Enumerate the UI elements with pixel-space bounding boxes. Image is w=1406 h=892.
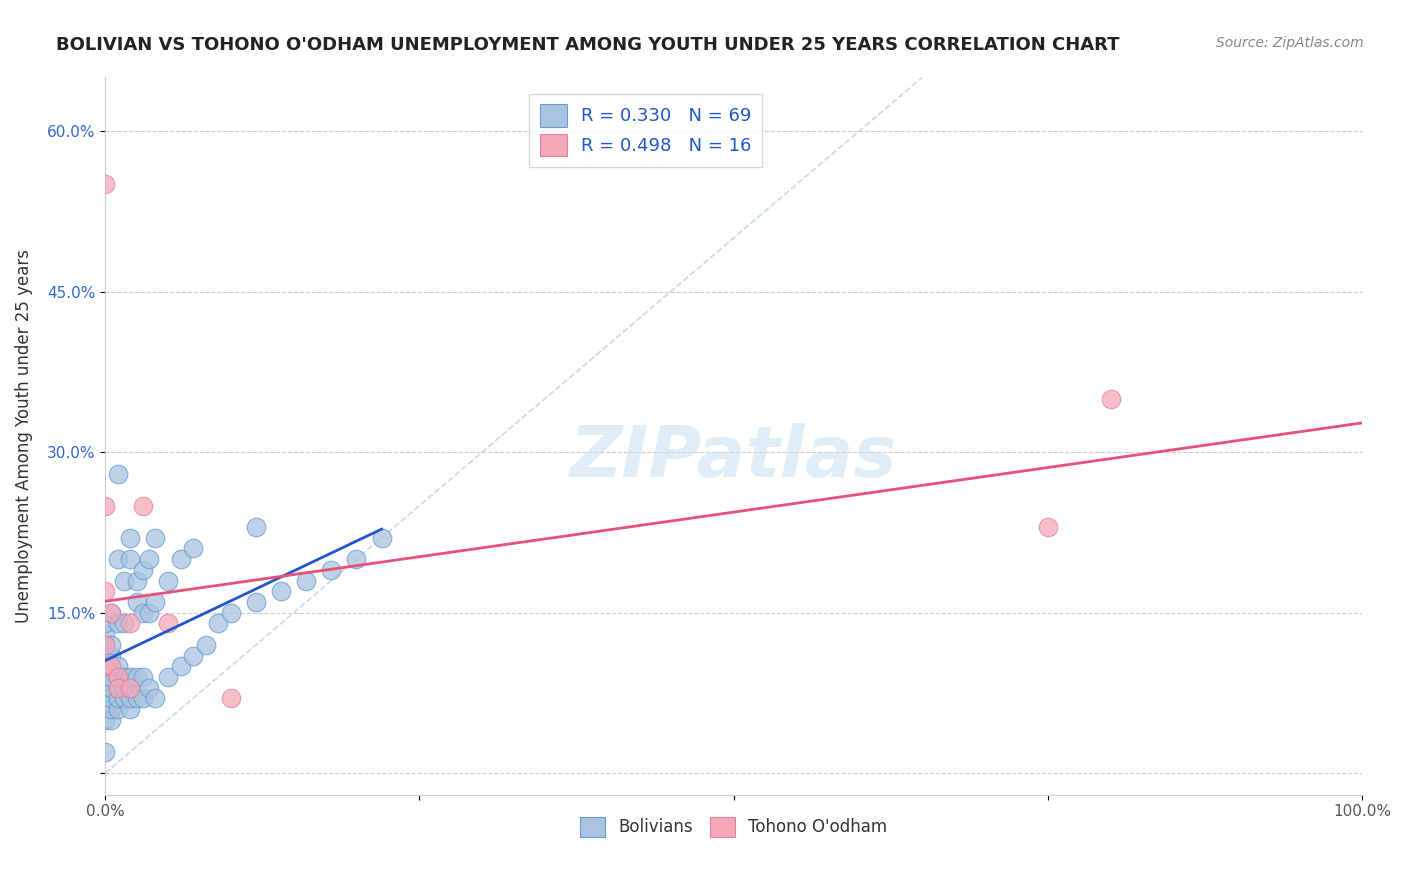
Point xyxy=(156,574,179,588)
Point xyxy=(145,691,167,706)
Point xyxy=(145,531,167,545)
Point xyxy=(100,681,122,695)
Point xyxy=(138,552,160,566)
Point xyxy=(112,681,135,695)
Text: ZIPatlas: ZIPatlas xyxy=(569,423,897,492)
Point xyxy=(346,552,368,566)
Point xyxy=(107,467,129,481)
Point xyxy=(245,520,267,534)
Point xyxy=(145,595,167,609)
Point xyxy=(107,659,129,673)
Point xyxy=(100,659,122,673)
Point xyxy=(120,552,142,566)
Y-axis label: Unemployment Among Youth under 25 years: Unemployment Among Youth under 25 years xyxy=(15,249,32,624)
Point xyxy=(194,638,217,652)
Point xyxy=(138,606,160,620)
Point xyxy=(107,552,129,566)
Point xyxy=(94,670,117,684)
Point xyxy=(132,563,155,577)
Point xyxy=(112,670,135,684)
Point xyxy=(181,648,204,663)
Point xyxy=(120,702,142,716)
Point xyxy=(370,531,392,545)
Point xyxy=(132,691,155,706)
Point xyxy=(100,713,122,727)
Point xyxy=(94,499,117,513)
Text: BOLIVIAN VS TOHONO O'ODHAM UNEMPLOYMENT AMONG YOUTH UNDER 25 YEARS CORRELATION C: BOLIVIAN VS TOHONO O'ODHAM UNEMPLOYMENT … xyxy=(56,36,1119,54)
Point xyxy=(100,702,122,716)
Point xyxy=(94,648,117,663)
Point xyxy=(125,574,148,588)
Point xyxy=(94,691,117,706)
Point xyxy=(94,638,117,652)
Point xyxy=(107,616,129,631)
Point xyxy=(94,659,117,673)
Point xyxy=(100,659,122,673)
Point xyxy=(120,681,142,695)
Point xyxy=(125,595,148,609)
Point xyxy=(132,499,155,513)
Point xyxy=(112,616,135,631)
Point xyxy=(107,681,129,695)
Point xyxy=(120,616,142,631)
Point xyxy=(94,745,117,759)
Point xyxy=(107,681,129,695)
Point xyxy=(107,670,129,684)
Point xyxy=(100,606,122,620)
Point xyxy=(1036,520,1059,534)
Point xyxy=(295,574,318,588)
Point xyxy=(107,702,129,716)
Point xyxy=(100,638,122,652)
Point xyxy=(169,552,191,566)
Point xyxy=(94,178,117,192)
Point xyxy=(100,606,122,620)
Point xyxy=(120,681,142,695)
Point xyxy=(181,541,204,556)
Legend: Bolivians, Tohono O'odham: Bolivians, Tohono O'odham xyxy=(574,810,894,844)
Point xyxy=(270,584,292,599)
Point xyxy=(112,691,135,706)
Point xyxy=(94,584,117,599)
Point xyxy=(120,531,142,545)
Point xyxy=(100,691,122,706)
Point xyxy=(94,638,117,652)
Point xyxy=(120,670,142,684)
Point xyxy=(100,670,122,684)
Point xyxy=(156,670,179,684)
Point xyxy=(94,659,117,673)
Text: Source: ZipAtlas.com: Source: ZipAtlas.com xyxy=(1216,36,1364,50)
Point xyxy=(120,691,142,706)
Point xyxy=(125,691,148,706)
Point xyxy=(94,681,117,695)
Point xyxy=(169,659,191,673)
Point xyxy=(125,670,148,684)
Point xyxy=(1099,392,1122,406)
Point xyxy=(321,563,343,577)
Point xyxy=(219,606,242,620)
Point xyxy=(94,713,117,727)
Point xyxy=(132,606,155,620)
Point xyxy=(94,627,117,641)
Point xyxy=(207,616,229,631)
Point xyxy=(107,670,129,684)
Point xyxy=(156,616,179,631)
Point xyxy=(132,670,155,684)
Point xyxy=(138,681,160,695)
Point xyxy=(219,691,242,706)
Point xyxy=(107,691,129,706)
Point xyxy=(94,616,117,631)
Point xyxy=(112,574,135,588)
Point xyxy=(100,648,122,663)
Point xyxy=(245,595,267,609)
